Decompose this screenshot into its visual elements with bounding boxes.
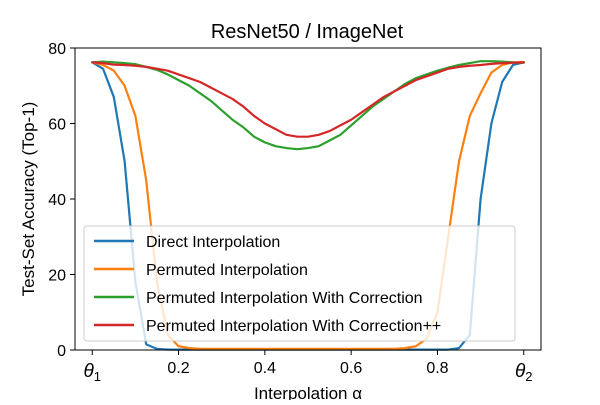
y-tick-label: 80 [48,41,66,58]
legend: Direct Interpolation Permuted Interpolati… [83,225,516,342]
y-axis-ticks: 0 20 40 60 80 [48,41,75,360]
chart-title: ResNet50 / ImageNet [211,21,404,43]
series-line-permuted-interpolation-with-correctionplusplus [91,61,525,138]
legend-label-permuted-interpolation: Permuted Interpolation [146,262,308,279]
legend-label-direct-interpolation: Direct Interpolation [146,234,280,251]
legend-label-permuted-interpolation-with-correctionplusplus: Permuted Interpolation With Correction++ [146,318,441,335]
x-tick-label: 0.4 [254,360,276,377]
y-tick-label: 40 [48,192,66,209]
series-line-permuted-interpolation-with-correction [91,60,525,151]
x-tick-label: 0.2 [167,360,189,377]
x-axis-ticks: θ1 0.2 0.4 0.6 0.8 θ2 [83,350,533,384]
legend-label-permuted-interpolation-with-correction: Permuted Interpolation With Correction [146,290,423,307]
y-tick-label: 60 [48,117,66,134]
x-tick-label: 0.6 [340,360,362,377]
x-tick-label: θ1 [83,361,101,384]
x-tick-label: 0.8 [426,360,448,377]
x-tick-label: θ2 [515,361,533,384]
x-axis-label: Interpolation α [254,384,362,400]
legend-items: Direct Interpolation Permuted Interpolati… [94,234,441,335]
y-tick-label: 0 [57,343,66,360]
y-axis-label: Test-Set Accuracy (Top-1) [19,102,38,297]
legend-frame [83,225,516,342]
y-tick-label: 20 [48,268,66,285]
